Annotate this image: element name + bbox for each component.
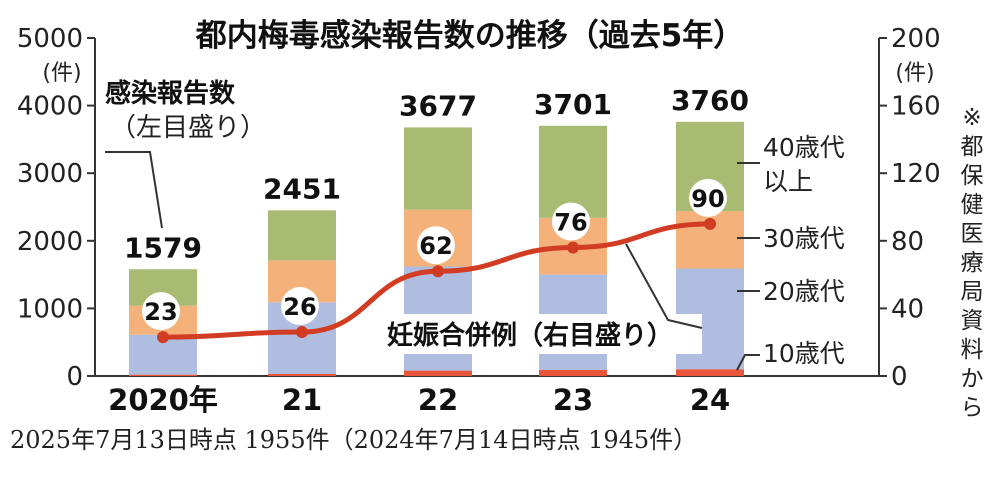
category-label: 2020年 (108, 383, 218, 417)
category-label: 22 (418, 383, 458, 417)
line-callout-label: 妊娠合併例（右目盛り） (387, 320, 673, 351)
source-char: か (961, 366, 984, 392)
source-char: 局 (961, 279, 984, 305)
left-callout-sub: （左目盛り） (110, 113, 266, 143)
source-char: 健 (961, 192, 984, 218)
line-label-bubble (281, 287, 319, 326)
line-point (432, 265, 444, 278)
line-series: 23 26 62 76 90 (142, 178, 727, 344)
right-tick-label: 80 (891, 227, 924, 257)
right-axis-unit: (件) (895, 61, 934, 86)
line-value-label: 26 (283, 293, 316, 321)
line-label-bubble (689, 178, 727, 217)
bar-segment (676, 369, 744, 376)
source-char: 療 (961, 250, 984, 276)
left-tick-label: 5000 (17, 24, 83, 54)
legend: 40歳代 以上 30歳代 20歳代 10歳代 (736, 133, 845, 371)
line-value-label: 23 (144, 298, 177, 326)
legend-20s: 20歳代 (763, 277, 845, 306)
left-tick-label: 4000 (17, 92, 83, 122)
line-callout: 妊娠合併例（右目盛り） (382, 243, 703, 354)
source-char: 料 (961, 337, 984, 363)
category-labels: 2020年 21 22 23 24 (108, 383, 730, 417)
chart-title: 都内梅毒感染報告数の推移（過去5年） (195, 18, 745, 54)
line-point (157, 331, 169, 344)
bar-segment (268, 373, 336, 376)
legend-leader-10 (736, 354, 760, 371)
source-char: 医 (961, 221, 984, 247)
line-callout-bg (382, 314, 702, 354)
right-tick-label: 40 (891, 294, 924, 324)
category-label: 23 (553, 383, 593, 417)
left-axis-ticks: 0 1000 2000 3000 4000 5000 (17, 24, 95, 392)
bar-segment (539, 125, 607, 218)
line-value-label: 76 (554, 209, 587, 237)
right-tick-label: 160 (891, 92, 941, 122)
source-char: ※ (962, 105, 981, 131)
bar-segment (404, 370, 472, 376)
right-axis-ticks: 0 40 80 120 160 200 (879, 24, 941, 392)
legend-40s-line1: 40歳代 (763, 133, 845, 162)
left-callout: 感染報告数 （左目盛り） (105, 79, 266, 229)
total-label: 3677 (399, 89, 477, 122)
right-tick-label: 200 (891, 24, 941, 54)
left-callout-leader (105, 151, 163, 229)
legend-30s: 30歳代 (763, 224, 845, 253)
category-label: 24 (690, 383, 730, 417)
bar-segment (404, 127, 472, 210)
bar-segment (129, 374, 197, 376)
right-tick-label: 0 (891, 362, 908, 392)
total-label: 1579 (124, 231, 202, 264)
bar-segment (539, 369, 607, 376)
left-axis-unit: (件) (42, 61, 81, 86)
source-char: 都 (961, 134, 984, 160)
source-char: ら (961, 395, 984, 421)
line-point (296, 326, 308, 339)
footnote: 2025年7月13日時点 1955件（2024年7月14日時点 1945件） (10, 426, 697, 454)
total-label: 3701 (534, 88, 612, 121)
left-tick-label: 2000 (17, 227, 83, 257)
source-char: 資 (961, 308, 984, 334)
line-point (704, 217, 716, 230)
legend-10s: 10歳代 (763, 339, 845, 368)
category-label: 21 (282, 383, 322, 417)
total-label: 3760 (671, 84, 749, 117)
line-value-label: 62 (419, 232, 452, 260)
line-label-bubble (552, 202, 590, 241)
source-char: 保 (961, 163, 984, 189)
left-callout-title: 感染報告数 (105, 79, 236, 109)
line-point (567, 241, 579, 254)
line-value-label: 90 (691, 185, 724, 213)
line-callout-leader (625, 243, 703, 329)
legend-40s-line2: 以上 (763, 167, 813, 196)
bar-segment (268, 210, 336, 261)
right-tick-label: 120 (891, 159, 941, 189)
line-label-bubble (142, 292, 180, 331)
total-label: 2451 (263, 172, 341, 205)
left-tick-label: 0 (66, 362, 83, 392)
total-labels: 1579 2451 3677 3701 3760 (124, 84, 749, 264)
left-tick-label: 3000 (17, 159, 83, 189)
left-tick-label: 1000 (17, 294, 83, 324)
line-label-bubble (417, 226, 455, 265)
